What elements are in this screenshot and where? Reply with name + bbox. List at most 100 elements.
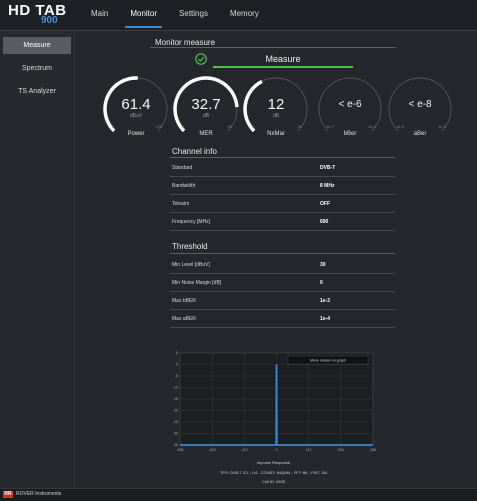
y-tick-label: 5 — [176, 351, 178, 355]
gauge-max: 40 — [227, 124, 232, 129]
gauge-label: MER — [199, 131, 213, 137]
table-row: Standard DVB-T — [170, 159, 395, 177]
brand-name: HD TAB — [8, 2, 67, 19]
row-value: 30 — [320, 262, 326, 268]
y-tick-label: -30 — [173, 432, 178, 436]
x-tick-label: 112 — [306, 448, 312, 452]
gauge-unit: dB — [202, 113, 210, 119]
gauge-label: aBer — [413, 131, 427, 137]
table-row: Min Level [dBuV] 30 — [170, 256, 395, 274]
channel-info-table: Standard DVB-T Bandwidth 8 MHz Teleaim OFF … — [170, 159, 395, 231]
measure-button[interactable]: Measure — [213, 53, 353, 68]
gauge-value: < e-6 — [338, 99, 362, 110]
brand-model: 900 — [41, 15, 58, 26]
row-value: 8 MHz — [320, 183, 335, 189]
x-tick-label: 224 — [338, 448, 344, 452]
y-tick-label: -20 — [173, 409, 178, 413]
check-circle-icon — [195, 53, 207, 65]
y-tick-label: 0 — [176, 363, 178, 367]
top-bar: HD TAB 900 Main Monitor Settings Memory — [0, 0, 477, 31]
gauge-label: Power — [127, 131, 145, 137]
gauge-min: 1e-7 — [326, 124, 335, 129]
sidebar-item-ts-analyzer[interactable]: TS Analyzer — [18, 88, 56, 95]
tab-main[interactable]: Main — [91, 9, 109, 18]
sidebar: Measure Spectrum TS Analyzer — [0, 31, 75, 488]
gauge-aber: < e-8 1e-9 1e-2 — [385, 74, 455, 144]
threshold-divider — [170, 253, 395, 254]
graph-tooltip-text: Move mouse on graph — [310, 358, 346, 362]
y-tick-label: -35 — [173, 443, 178, 447]
tab-memory[interactable]: Memory — [229, 9, 259, 18]
x-tick-label: -112 — [241, 448, 248, 452]
gauge-max: 120 — [155, 124, 162, 129]
tps-info: TPS: DVB-T G.I.: 1/4 - CONST: 64QAM - FF… — [219, 470, 328, 475]
table-row: Teleaim OFF — [170, 195, 395, 213]
impulse-series-line — [180, 364, 373, 446]
y-tick-label: -5 — [175, 374, 178, 378]
x-tick-label: -224 — [209, 448, 216, 452]
row-key: Standard — [172, 165, 193, 171]
gauge-fill — [243, 79, 263, 133]
row-value: 1e-4 — [320, 316, 331, 322]
row-key: Frequency [MHz] — [172, 219, 211, 225]
gauge-label: bBer — [343, 131, 357, 137]
sidebar-item-spectrum[interactable]: Spectrum — [22, 65, 52, 72]
gauge-value: 12 — [267, 96, 285, 113]
rover-logo: RR — [3, 491, 13, 498]
gauge-fill — [173, 76, 239, 133]
gauge-max: 1e-2 — [367, 124, 376, 129]
gauge-max: 30 — [297, 124, 302, 129]
y-tick-label: -15 — [173, 397, 178, 401]
row-key: Bandwidth — [172, 183, 196, 189]
row-value: 1e-2 — [320, 298, 331, 304]
measure-row: Measure — [195, 53, 360, 68]
threshold-title: Threshold — [172, 242, 208, 251]
gauge-power: 61.4 dBuV 0 120 — [101, 74, 171, 144]
gauge-nxmar: 12 dB 0 30 — [241, 74, 311, 144]
gauge-unit: dBuV — [129, 113, 143, 119]
table-row: Min Noise Margin [dB] 0 — [170, 274, 395, 292]
gauge-value: 32.7 — [191, 96, 221, 113]
gauge-bber: < e-6 1e-7 1e-2 — [315, 74, 385, 144]
row-key: Max aBER — [172, 316, 196, 322]
gauge-track — [318, 77, 382, 132]
footer-bar: RR ROVER Instruments — [0, 488, 477, 501]
x-tick-label: 336 — [370, 448, 376, 452]
row-key: Max bBER — [172, 298, 196, 304]
row-key: Min Noise Margin [dB] — [172, 280, 222, 286]
row-value: 690 — [320, 219, 329, 225]
threshold-table: Min Level [dBuV] 30 Min Noise Margin [dB]… — [170, 256, 395, 328]
monitor-divider — [150, 47, 396, 48]
row-key: Min Level [dBuV] — [172, 262, 210, 268]
gauge-value: < e-8 — [408, 99, 432, 110]
row-value: OFF — [320, 201, 330, 207]
chart-xlabel: Impulse Response — [256, 460, 291, 465]
channel-info-title: Channel info — [172, 147, 217, 156]
sidebar-item-measure[interactable]: Measure — [3, 37, 71, 54]
row-key: Teleaim — [172, 201, 190, 207]
table-row: Max bBER 1e-2 — [170, 292, 395, 310]
gauge-unit: dB — [272, 113, 280, 119]
main-tabs: Main Monitor Settings Memory — [80, 0, 270, 30]
graph-tooltip-box — [287, 355, 369, 365]
gauge-min: 0 — [252, 124, 255, 129]
gauge-track — [388, 77, 452, 132]
cell-id: Cell ID: 5835 — [261, 479, 286, 484]
tab-settings[interactable]: Settings — [179, 9, 208, 18]
channel-info-divider — [170, 157, 395, 158]
brand-logo: HD TAB 900 — [8, 2, 78, 28]
gauge-label: NxMar — [267, 131, 285, 137]
gauge-min: 1e-9 — [396, 124, 405, 129]
tab-monitor[interactable]: Monitor — [119, 0, 168, 30]
company-name: ROVER Instruments — [16, 491, 62, 497]
row-value: DVB-T — [320, 165, 336, 171]
gauge-mer: 32.7 dB 0 40 — [171, 74, 241, 144]
gauge-fill — [103, 76, 138, 133]
gauge-max: 1e-2 — [437, 124, 446, 129]
table-row: Bandwidth 8 MHz — [170, 177, 395, 195]
x-tick-label: -336 — [176, 448, 183, 452]
gauge-value: 61.4 — [121, 96, 151, 113]
impulse-response-chart[interactable]: 5 0 -5 -10 -15 -20 -25 -30 -35-336 -224 -112 0 112 22… — [170, 350, 377, 455]
x-tick-label: 0 — [276, 448, 278, 452]
y-tick-label: -10 — [173, 386, 178, 390]
